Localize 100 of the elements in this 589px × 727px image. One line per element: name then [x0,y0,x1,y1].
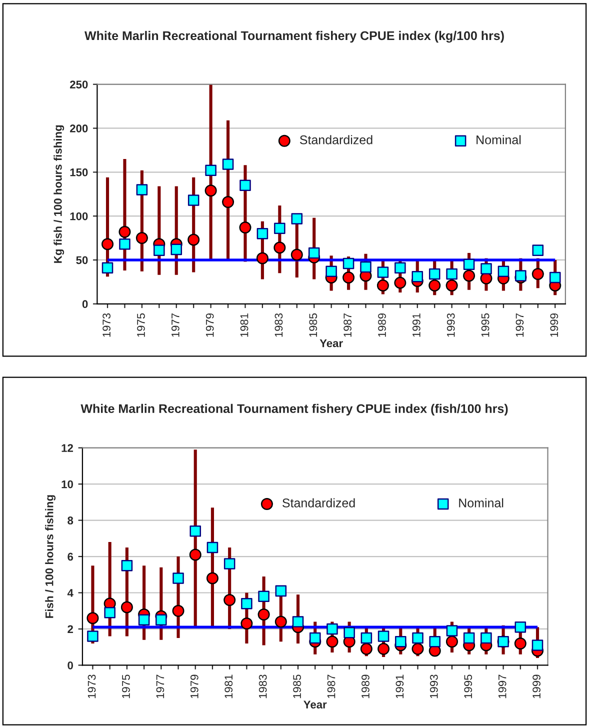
point [412,642,424,655]
point [104,607,116,618]
x-tick-label: 1983 [274,313,283,337]
x-tick-label: 1993 [446,313,455,337]
point [240,180,251,191]
point [224,594,236,606]
point [360,632,372,644]
x-axis-title: Year [320,339,343,348]
point [308,247,320,259]
x-tick-label: 1991 [396,674,404,698]
point [378,642,390,655]
point [120,601,133,614]
point [446,636,458,648]
x-tick-label: 1979 [190,674,198,698]
point [463,258,475,270]
point [395,636,406,648]
point [290,248,303,261]
x-tick-label: 1989 [378,313,386,337]
x-tick-label: 1981 [224,674,233,698]
point [360,261,372,273]
point [446,625,458,636]
point [326,623,338,635]
point [532,244,544,256]
legend-label: Standardized [282,498,355,508]
x-tick-label: 1977 [156,674,164,698]
point [121,560,133,572]
point [205,164,216,176]
y-tick-label: 0 [82,300,88,308]
x-tick-label: 1987 [344,313,352,337]
x-axis-title: Year [304,700,327,708]
x-tick-label: 1999 [550,313,558,337]
point [258,590,270,602]
x-tick-label: 1989 [362,674,370,698]
y-axis-title: Fish / 100 hours fishing [45,495,56,618]
point [87,630,98,642]
y-tick-label: 200 [70,124,88,132]
point [446,279,458,292]
x-tick-label: 1997 [498,674,506,698]
x-tick-label: 1981 [240,313,248,337]
point [360,642,372,655]
point [188,194,200,206]
x-tick-label: 1973 [88,674,96,698]
legend-label: Nominal [459,498,504,508]
point [170,244,182,256]
point [274,242,286,254]
point [514,637,526,650]
point [377,266,389,278]
point [412,632,424,644]
point [549,272,561,284]
y-tick-label: 150 [70,168,88,176]
x-tick-label: 1995 [481,313,490,337]
point [275,585,287,597]
point [188,234,200,246]
point [480,263,492,274]
point [515,270,526,282]
point [86,612,99,624]
point [119,238,130,250]
point [118,226,131,238]
chart-title: White Marlin Recreational Tournament fishery CPUE index (kg/100 hrs) [84,30,504,43]
point [291,213,303,224]
x-tick-label: 1993 [430,674,438,698]
point [102,238,114,250]
x-tick-label: 1985 [309,313,318,337]
point [241,598,252,610]
point [204,184,217,197]
point [429,636,440,648]
point [206,572,218,584]
legend-label: Nominal [476,135,521,144]
point [136,232,148,244]
chart-title: White Marlin Recreational Tournament fishery CPUE index (fish/100 hrs) [80,404,508,416]
x-tick-label: 1979 [206,313,214,337]
point [463,270,476,282]
y-tick-label: 10 [62,480,73,488]
point [463,632,475,644]
point [498,266,510,278]
y-axis-title: Kg fish / 100 hours fishing [54,125,64,263]
point [222,196,234,208]
point [154,244,165,256]
point [172,572,184,584]
point [446,268,458,280]
point [394,262,406,274]
point [222,158,234,170]
point [156,614,167,626]
point [376,279,389,292]
point [292,616,304,628]
point [258,608,270,620]
point [342,258,354,270]
y-tick-label: 250 [70,80,88,88]
y-tick-label: 8 [68,516,74,524]
point [102,262,114,274]
point [326,636,338,648]
point [239,221,252,234]
point [309,632,321,644]
legend-label: Standardized [300,135,372,144]
point [532,268,544,280]
x-tick-label: 1999 [532,674,540,698]
x-tick-label: 1975 [137,313,145,337]
point [532,640,544,651]
point [240,618,253,630]
point [274,222,286,234]
